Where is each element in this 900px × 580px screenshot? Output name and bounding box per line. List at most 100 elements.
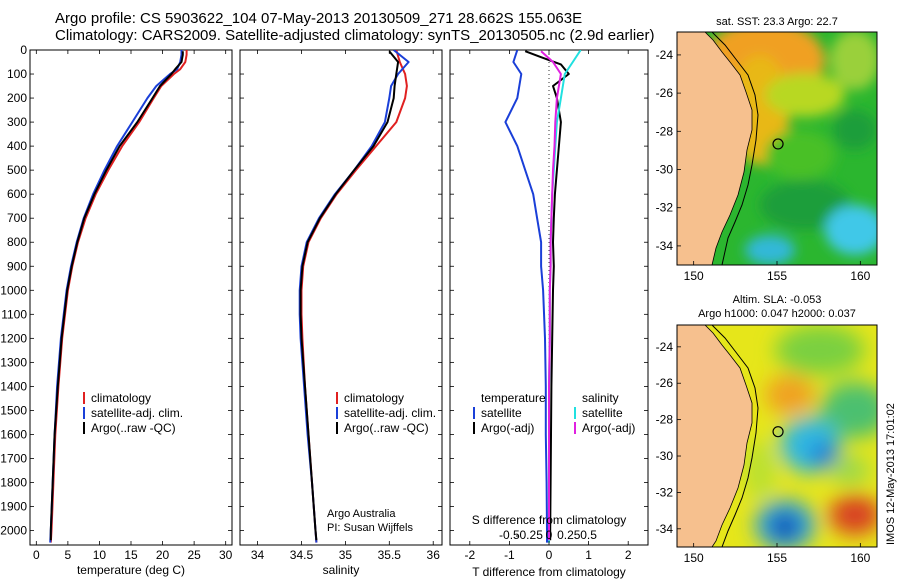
s-tick-label: -0.5 bbox=[499, 528, 520, 542]
x-tick-label: 30 bbox=[219, 548, 233, 562]
series-t-satellite bbox=[504, 50, 548, 543]
s-tick-label: -0.25 bbox=[516, 528, 544, 542]
depth-tick-label: 0 bbox=[20, 43, 27, 57]
series-t-argo-adj- bbox=[524, 50, 570, 541]
difference-legend: temperature satellite Argo(-adj) salinit… bbox=[473, 391, 635, 435]
x-tick-label: 35 bbox=[339, 548, 353, 562]
x-tick-label: 34 bbox=[251, 548, 265, 562]
legend-s-argo: Argo(-adj) bbox=[582, 421, 635, 435]
temperature-ticks: 0 5 10 15 20 25 30 bbox=[33, 50, 233, 562]
depth-tick-label: 1000 bbox=[0, 283, 27, 297]
sla-map-title-2: Argo h1000: 0.047 h2000: 0.037 bbox=[698, 308, 856, 320]
depth-tick-label: 1200 bbox=[0, 331, 27, 345]
lat-tick-label: -30 bbox=[656, 449, 674, 463]
salinity-series bbox=[298, 50, 410, 543]
depth-tick-label: 2000 bbox=[0, 524, 27, 538]
temperature-series bbox=[49, 50, 188, 543]
lat-tick-label: -28 bbox=[656, 413, 674, 427]
lon-tick-label: 160 bbox=[850, 269, 870, 283]
depth-tick-label: 200 bbox=[7, 91, 27, 105]
x-tick-label: 35.5 bbox=[378, 548, 402, 562]
s-tick-label: 0 bbox=[546, 528, 553, 542]
depth-axis: 0 100 200 300 400 500 600 700 800 900 1000 1100 1200… bbox=[0, 43, 648, 538]
legend-argo: Argo(..raw -QC) bbox=[344, 421, 429, 435]
series-argo-raw-qc- bbox=[299, 50, 400, 541]
t-difference-label: T difference from climatology bbox=[472, 565, 626, 579]
sla-map-title-1: Altim. SLA: -0.053 bbox=[733, 294, 822, 306]
lat-tick-label: -28 bbox=[656, 124, 674, 138]
salinity-xlabel: salinity bbox=[323, 563, 360, 577]
lat-tick-label: -26 bbox=[656, 86, 674, 100]
temperature-legend: climatology satellite-adj. clim. Argo(..… bbox=[83, 391, 183, 435]
legend-t-satellite: satellite bbox=[481, 406, 522, 420]
x-tick-label: 1 bbox=[585, 548, 592, 562]
lon-tick-label: 160 bbox=[850, 551, 870, 565]
lon-tick-label: 155 bbox=[767, 551, 787, 565]
x-tick-label: 0 bbox=[546, 548, 553, 562]
land-australia bbox=[677, 325, 753, 547]
x-tick-label: 20 bbox=[156, 548, 170, 562]
x-tick-label: 0 bbox=[33, 548, 40, 562]
depth-tick-label: 1300 bbox=[0, 355, 27, 369]
lat-tick-label: -24 bbox=[656, 48, 674, 62]
sla-map-ticks: 150 155 160 -24 -26 -28 -30 -32 -34 bbox=[656, 340, 871, 565]
salinity-legend: climatology satellite-adj. clim. Argo(..… bbox=[336, 391, 436, 435]
depth-tick-label: 1700 bbox=[0, 451, 27, 465]
sla-field bbox=[677, 325, 877, 547]
legend-satellite: satellite-adj. clim. bbox=[91, 406, 183, 420]
x-tick-label: -2 bbox=[464, 548, 475, 562]
sst-map: sat. SST: 23.3 Argo: 22.7 150 155 160 -24 -2… bbox=[656, 16, 878, 283]
x-tick-label: 34.5 bbox=[290, 548, 314, 562]
sst-map-ticks: 150 155 160 -24 -26 -28 -30 -32 -34 bbox=[656, 48, 871, 283]
argo-float-marker bbox=[772, 138, 784, 150]
isobath bbox=[711, 325, 759, 547]
depth-tick-label: 500 bbox=[7, 163, 27, 177]
lat-tick-label: -30 bbox=[656, 163, 674, 177]
s-tick-label: 0.25 bbox=[557, 528, 581, 542]
salinity-ticks: 34 34.5 35 35.5 36 bbox=[251, 50, 440, 562]
lat-tick-label: -26 bbox=[656, 376, 674, 390]
x-tick-label: 2 bbox=[625, 548, 632, 562]
s-difference-label: S difference from climatology bbox=[472, 513, 627, 527]
x-tick-label: 25 bbox=[187, 548, 201, 562]
x-tick-label: 15 bbox=[124, 548, 138, 562]
depth-tick-label: 300 bbox=[7, 115, 27, 129]
sla-map: Altim. SLA: -0.053 Argo h1000: 0.047 h20… bbox=[656, 294, 878, 565]
argo-float-marker bbox=[772, 426, 784, 438]
title-line-2: Climatology: CARS2009. Satellite-adjuste… bbox=[55, 27, 655, 44]
lat-tick-label: -32 bbox=[656, 485, 674, 499]
lat-tick-label: -34 bbox=[656, 239, 674, 253]
depth-tick-label: 100 bbox=[7, 67, 27, 81]
depth-tick-label: 1400 bbox=[0, 379, 27, 393]
depth-tick-label: 1500 bbox=[0, 403, 27, 417]
lat-tick-label: -32 bbox=[656, 201, 674, 215]
lon-tick-label: 150 bbox=[684, 269, 704, 283]
depth-tick-label: 600 bbox=[7, 187, 27, 201]
legend-s-satellite: satellite bbox=[582, 406, 623, 420]
series-s-argo-adj- bbox=[540, 50, 562, 541]
temperature-panel: 0 5 10 15 20 25 30 temperature (deg C) climato… bbox=[29, 49, 233, 577]
lon-tick-label: 155 bbox=[767, 269, 787, 283]
timestamp-stamp: IMOS 12-May-2013 17:01:02 bbox=[885, 403, 897, 545]
depth-tick-label: 1600 bbox=[0, 427, 27, 441]
legend-satellite: satellite-adj. clim. bbox=[344, 406, 436, 420]
sst-map-title: sat. SST: 23.3 Argo: 22.7 bbox=[716, 16, 838, 28]
title-line-1: Argo profile: CS 5903622_104 07-May-2013… bbox=[55, 10, 583, 27]
series-argo-raw-qc- bbox=[49, 51, 184, 541]
depth-tick-label: 800 bbox=[7, 235, 27, 249]
lat-tick-label: -34 bbox=[656, 522, 674, 536]
s-tick-label: 0.5 bbox=[580, 528, 597, 542]
salinity-panel: 34 34.5 35 35.5 36 salinity climatology sate… bbox=[239, 49, 443, 577]
annotation-line-2: PI: Susan Wijffels bbox=[327, 522, 413, 534]
depth-tick-label: 1100 bbox=[1, 307, 27, 321]
depth-tick-label: 1900 bbox=[0, 500, 27, 514]
annotation-line-1: Argo Australia bbox=[327, 508, 396, 520]
sst-field bbox=[677, 32, 877, 265]
lon-tick-label: 150 bbox=[684, 551, 704, 565]
sla-patches bbox=[745, 325, 877, 547]
difference-panel: -2 -1 0 1 2 -0.5-0.25 0 0.25 0.5 S difference fr… bbox=[449, 49, 649, 579]
difference-series bbox=[504, 50, 582, 543]
legend-temperature-title: temperature bbox=[481, 391, 546, 405]
legend-climatology: climatology bbox=[344, 391, 404, 405]
